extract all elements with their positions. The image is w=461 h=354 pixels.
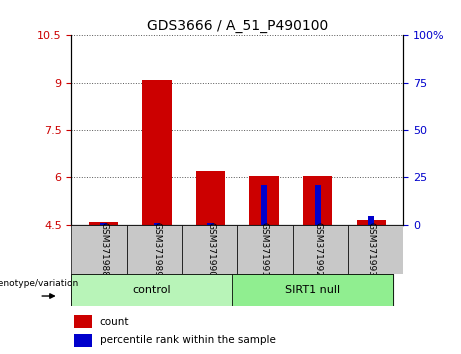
Text: GSM371989: GSM371989: [153, 222, 162, 277]
Text: SIRT1 null: SIRT1 null: [285, 285, 340, 295]
Bar: [182, 225, 237, 274]
Bar: [314, 185, 321, 225]
Bar: [249, 176, 279, 225]
Bar: [303, 176, 332, 225]
Bar: [232, 274, 393, 306]
Title: GDS3666 / A_51_P490100: GDS3666 / A_51_P490100: [147, 19, 328, 33]
Text: control: control: [132, 285, 171, 295]
Text: GSM371988: GSM371988: [99, 222, 108, 277]
Bar: [74, 334, 92, 347]
Text: GSM371992: GSM371992: [313, 222, 322, 277]
Bar: [348, 225, 403, 274]
Bar: [368, 216, 374, 225]
Bar: [89, 222, 118, 225]
Bar: [100, 223, 107, 225]
Text: GSM371991: GSM371991: [260, 222, 269, 277]
Bar: [154, 223, 160, 225]
Bar: [71, 274, 232, 306]
Bar: [127, 225, 182, 274]
Bar: [237, 225, 293, 274]
Bar: [74, 315, 92, 328]
Text: genotype/variation: genotype/variation: [0, 279, 79, 288]
Bar: [71, 225, 127, 274]
Bar: [142, 80, 172, 225]
Bar: [196, 171, 225, 225]
Text: GSM371993: GSM371993: [367, 222, 376, 277]
Text: count: count: [100, 316, 129, 327]
Bar: [293, 225, 348, 274]
Bar: [207, 223, 214, 225]
Text: percentile rank within the sample: percentile rank within the sample: [100, 335, 276, 346]
Bar: [356, 220, 386, 225]
Bar: [261, 185, 267, 225]
Text: GSM371990: GSM371990: [206, 222, 215, 277]
